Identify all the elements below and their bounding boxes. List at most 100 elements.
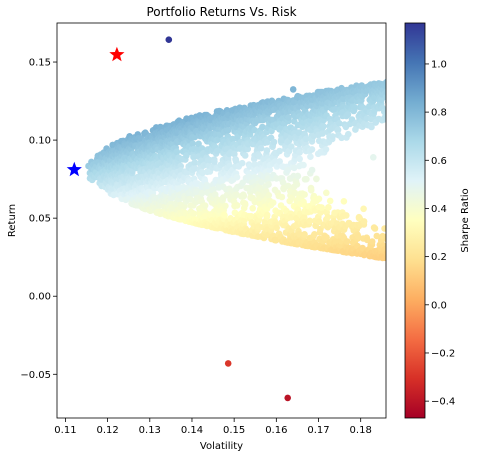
portfolio-point bbox=[477, 257, 481, 264]
portfolio-point bbox=[322, 146, 330, 153]
portfolio-point bbox=[476, 69, 481, 76]
portfolio-point bbox=[460, 81, 467, 88]
portfolio-point bbox=[467, 70, 474, 77]
portfolio-point bbox=[456, 68, 463, 75]
portfolio-point bbox=[276, 147, 283, 155]
portfolio-point bbox=[437, 83, 444, 90]
portfolio-point bbox=[300, 161, 307, 169]
portfolio-point bbox=[444, 90, 451, 97]
portfolio-point bbox=[444, 70, 451, 77]
portfolio-point bbox=[475, 76, 481, 83]
portfolio-point bbox=[391, 254, 398, 261]
portfolio-point bbox=[434, 242, 441, 249]
portfolio-point bbox=[473, 74, 480, 81]
portfolio-point bbox=[467, 72, 474, 79]
portfolio-point bbox=[386, 242, 393, 249]
portfolio-point bbox=[471, 72, 478, 79]
portfolio-point bbox=[440, 89, 447, 96]
portfolio-point bbox=[398, 84, 405, 91]
portfolio-point bbox=[467, 68, 474, 75]
portfolio-point bbox=[463, 76, 470, 83]
portfolio-point bbox=[388, 235, 395, 242]
portfolio-point bbox=[463, 72, 470, 79]
portfolio-point bbox=[467, 94, 474, 101]
portfolio-point bbox=[441, 91, 448, 98]
portfolio-point bbox=[448, 87, 455, 94]
portfolio-point bbox=[465, 89, 472, 96]
portfolio-point bbox=[425, 73, 432, 80]
portfolio-point bbox=[293, 215, 300, 222]
portfolio-point bbox=[476, 70, 481, 77]
portfolio-point bbox=[448, 70, 455, 77]
portfolio-point bbox=[455, 70, 462, 77]
portfolio-point bbox=[308, 166, 316, 174]
portfolio-point bbox=[474, 256, 481, 263]
portfolio-point bbox=[290, 164, 298, 172]
portfolio-point bbox=[426, 76, 433, 83]
portfolio-point bbox=[473, 74, 480, 81]
portfolio-point bbox=[447, 264, 454, 271]
portfolio-point bbox=[222, 202, 229, 210]
portfolio-point bbox=[392, 99, 399, 106]
portfolio-point bbox=[396, 82, 403, 89]
portfolio-point bbox=[437, 75, 444, 82]
portfolio-point bbox=[389, 83, 396, 90]
portfolio-point bbox=[450, 253, 457, 260]
portfolio-point bbox=[443, 81, 450, 88]
portfolio-point bbox=[425, 76, 432, 83]
portfolio-point bbox=[450, 250, 457, 257]
portfolio-point bbox=[392, 242, 399, 249]
portfolio-point bbox=[387, 81, 394, 88]
portfolio-point bbox=[440, 95, 447, 102]
portfolio-point bbox=[301, 231, 308, 238]
portfolio-point bbox=[389, 239, 396, 246]
portfolio-point bbox=[433, 72, 440, 79]
portfolio-point bbox=[273, 224, 281, 232]
portfolio-point bbox=[393, 251, 400, 258]
portfolio-point bbox=[463, 72, 470, 79]
portfolio-point bbox=[393, 86, 400, 93]
portfolio-point bbox=[397, 256, 404, 263]
portfolio-point bbox=[387, 245, 394, 252]
portfolio-point bbox=[472, 267, 479, 274]
portfolio-point bbox=[284, 182, 292, 190]
portfolio-point bbox=[440, 75, 447, 82]
portfolio-point bbox=[392, 81, 399, 88]
portfolio-point bbox=[462, 78, 469, 85]
portfolio-point bbox=[387, 113, 394, 120]
portfolio-point bbox=[473, 257, 480, 264]
portfolio-point bbox=[469, 69, 476, 76]
portfolio-point bbox=[475, 94, 481, 101]
portfolio-point bbox=[396, 116, 403, 123]
scatter-points bbox=[85, 36, 481, 402]
portfolio-point bbox=[427, 75, 434, 82]
portfolio-point bbox=[456, 257, 463, 264]
portfolio-point bbox=[183, 152, 190, 159]
portfolio-point bbox=[224, 127, 232, 134]
portfolio-point bbox=[441, 83, 448, 90]
portfolio-point bbox=[387, 228, 394, 235]
portfolio-point bbox=[438, 73, 445, 80]
portfolio-point bbox=[438, 74, 445, 81]
portfolio-point bbox=[447, 76, 454, 83]
portfolio-point bbox=[392, 115, 399, 122]
portfolio-point bbox=[431, 99, 438, 106]
portfolio-point bbox=[426, 82, 433, 89]
portfolio-point bbox=[461, 87, 468, 94]
portfolio-point bbox=[259, 123, 266, 131]
portfolio-point bbox=[425, 92, 432, 99]
portfolio-point bbox=[368, 238, 376, 245]
portfolio-point bbox=[444, 70, 451, 77]
portfolio-point bbox=[388, 245, 395, 252]
portfolio-point bbox=[448, 70, 455, 77]
portfolio-point bbox=[473, 78, 480, 85]
portfolio-point bbox=[285, 114, 292, 121]
portfolio-point bbox=[429, 98, 436, 105]
portfolio-point bbox=[381, 225, 386, 232]
portfolio-point bbox=[455, 261, 462, 268]
portfolio-point bbox=[453, 261, 460, 268]
portfolio-point bbox=[340, 198, 348, 205]
portfolio-point bbox=[461, 74, 468, 81]
portfolio-point bbox=[351, 103, 358, 111]
portfolio-point bbox=[471, 87, 478, 94]
